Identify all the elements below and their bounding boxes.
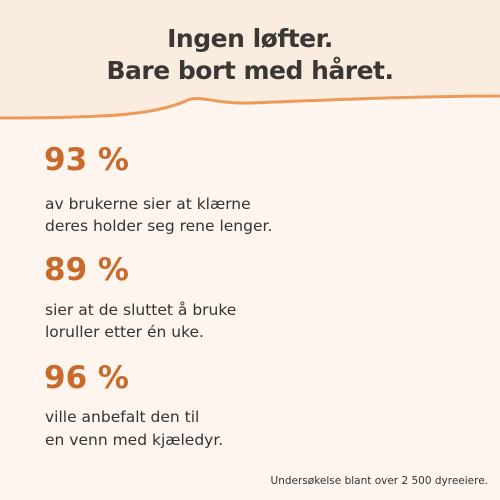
wave-line xyxy=(0,94,500,120)
stat-text: sier at de sluttet å bruke xyxy=(45,301,237,319)
stat-text: av brukerne sier at klærne xyxy=(45,195,251,213)
header-background xyxy=(0,0,500,120)
stat-text: loruller etter én uke. xyxy=(45,323,204,341)
title: Bare bort med håret. xyxy=(106,56,394,85)
header-fill xyxy=(0,0,500,118)
stat-text: en venn med kjæledyr. xyxy=(45,431,224,449)
stat-value: 89 % xyxy=(44,252,129,288)
stat-text: deres holder seg rene lenger. xyxy=(45,217,273,235)
stat-text: ville anbefalt den til xyxy=(45,408,200,426)
stat-value: 93 % xyxy=(44,142,129,178)
footnote: Undersøkelse blant over 2 500 dyreeiere. xyxy=(270,475,488,487)
title: Ingen løfter. xyxy=(167,24,333,53)
stat-value: 96 % xyxy=(44,360,129,396)
